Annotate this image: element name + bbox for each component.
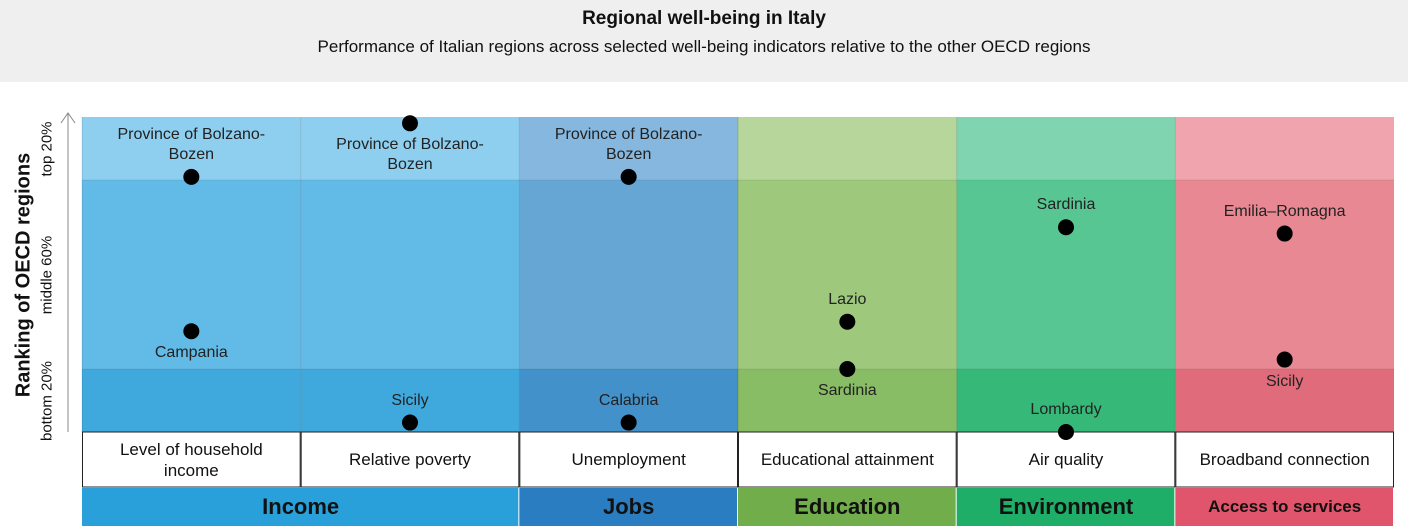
region-label: Lombardy [1030,401,1102,418]
band [738,180,957,369]
indicator-label: Broadband connection [1199,450,1370,469]
group-bar [738,488,956,526]
band [738,369,957,432]
band [1175,117,1394,180]
indicator-cell [1175,431,1395,488]
band [956,117,1176,180]
region-label: Lazio [828,290,867,308]
dot [402,414,418,431]
band-label: top 20% [38,120,56,177]
group-label: Environment [998,494,1134,519]
group-bar [956,488,1175,526]
dot [1058,219,1074,236]
indicator-label: Level of household income [119,439,263,480]
band [1175,180,1394,369]
band [300,180,520,369]
dot [839,313,856,330]
band [82,369,301,432]
group-bar [82,488,519,526]
band-label: bottom 20% [38,360,56,441]
dot [1058,424,1074,440]
y-axis-arrow [60,112,76,124]
dot [620,414,637,431]
band [956,369,1176,432]
band [519,180,738,369]
group-bar [1175,488,1393,526]
dot [620,168,637,185]
indicator-label: Air quality [1028,450,1104,469]
region-label: Province of Bolzano-Bozen [117,125,266,163]
region-label: Calabria [598,391,659,409]
region-label: Emilia–Romagna [1223,202,1346,220]
header [0,0,1408,82]
dot [183,168,200,185]
band-label: middle 60% [38,235,56,314]
indicator-cell [738,431,957,488]
group-bar [519,488,737,526]
indicator-label: Educational attainment [760,450,934,469]
group-label: Jobs [602,494,655,519]
indicator-cell [300,431,520,488]
indicator-cell [82,431,301,488]
band [82,180,301,369]
dot [402,115,418,132]
region-label: Campania [154,344,228,362]
group-label: Access to services [1208,497,1362,516]
region-label: Province of Bolzano-Bozen [336,136,484,174]
region-label: Province of Bolzano-Bozen [554,125,703,163]
region-label: Sardinia [817,382,877,399]
group-label: Education [794,494,901,519]
chart-subtitle: Performance of Italian regions across se… [317,37,1091,56]
indicator-cell [956,431,1176,488]
dot [839,361,856,377]
region-label: Sicily [1265,372,1304,390]
group-label: Income [262,494,340,519]
dot [1276,351,1293,368]
indicator-cell [519,431,738,488]
band [956,180,1176,369]
dot [183,323,200,340]
region-label: Sardinia [1036,196,1096,214]
indicator-label: Unemployment [571,450,686,469]
band [738,117,957,180]
indicator-label: Relative poverty [349,450,471,469]
chart-title: Regional well-being in Italy [582,8,826,29]
band [1175,369,1394,432]
region-label: Sicily [391,391,429,409]
dot [1276,225,1293,242]
